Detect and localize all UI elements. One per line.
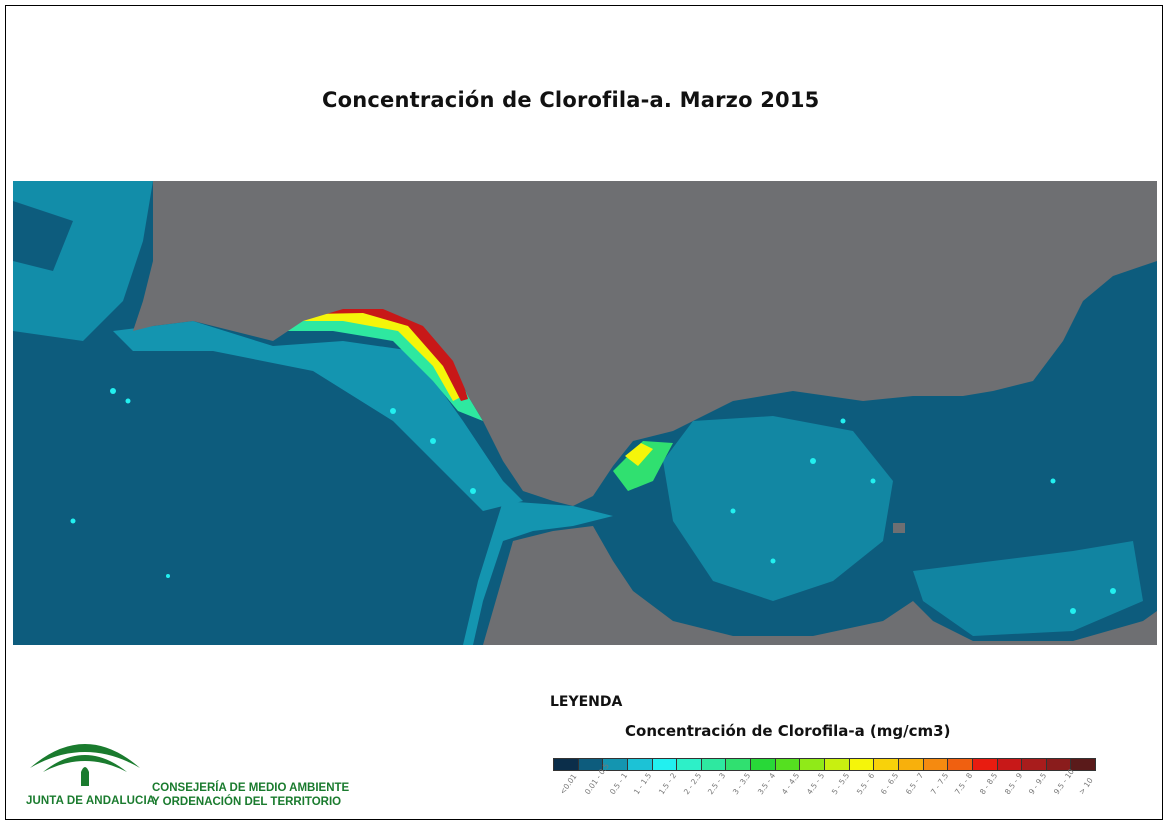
legend-swatch — [800, 759, 826, 770]
legend-swatch — [751, 759, 776, 770]
logo-dept-line2: Y ORDENACIÓN DEL TERRITORIO — [152, 796, 342, 808]
page-frame — [5, 5, 1163, 820]
legend-class-label: 4.5 - 5 — [805, 771, 827, 797]
legend-class-label: 8.5 - 9 — [1002, 771, 1024, 797]
legend-class-label: 2.5 - 3 — [706, 771, 728, 797]
shelf-southeast — [913, 541, 1143, 636]
legend-class-label: 1.5 - 2 — [657, 771, 679, 797]
legend-class-label: 6.5 - 7 — [903, 771, 926, 797]
land-iberia — [133, 181, 1157, 506]
legend-swatch — [1071, 759, 1096, 770]
legend-class-label: 3 - 3.5 — [731, 771, 753, 797]
alboran-gyre — [663, 416, 893, 601]
strait-channel — [463, 501, 613, 645]
legend-class-label: 7 - 7.5 — [928, 771, 950, 797]
legend-class-label: 4 - 4.5 — [780, 771, 802, 797]
legend-class-label: <0.01 — [558, 772, 579, 797]
logo-org-name: JUNTA DE ANDALUCIA — [26, 795, 156, 807]
legend-swatch — [775, 759, 801, 770]
map-title: Concentración de Clorofila-a. Marzo 2015 — [322, 88, 820, 112]
legend-class-label: 6 - 6.5 — [879, 771, 901, 797]
deep-patch — [13, 201, 73, 271]
legend-swatch — [1046, 759, 1072, 770]
legend-swatch — [677, 759, 702, 770]
legend-class-label: 7.5 - 8 — [953, 771, 975, 797]
logo-arc-outer — [30, 744, 140, 768]
legend-swatch — [578, 759, 604, 770]
legend-subtitle: Concentración de Clorofila-a (mg/cm3) — [625, 722, 951, 740]
legend-swatch — [701, 759, 727, 770]
legend-swatch — [554, 759, 579, 770]
land-islet — [893, 523, 905, 533]
legend-class-label: 5.5 - 6 — [854, 771, 876, 797]
legend-swatch — [898, 759, 924, 770]
legend-swatch — [972, 759, 998, 770]
legend-swatch — [1022, 759, 1047, 770]
coastal-high-east — [625, 443, 653, 466]
legend-class-label: 8 - 8.5 — [977, 771, 1000, 797]
legend-class-label: > 10 — [1076, 776, 1095, 797]
legend-class-label: 2 - 2.5 — [681, 771, 703, 797]
junta-andalucia-logo — [30, 744, 140, 786]
logo-dept-line1: CONSEJERÍA DE MEDIO AMBIENTE — [152, 782, 350, 794]
legend-class-label: 9 - 9.5 — [1027, 771, 1049, 797]
legend-swatch — [948, 759, 973, 770]
legend-swatch — [603, 759, 628, 770]
legend-swatch — [825, 759, 850, 770]
legend-swatch — [997, 759, 1023, 770]
legend-class-label: 0.5 - 1 — [607, 771, 629, 797]
legend-swatch — [652, 759, 678, 770]
legend-swatch — [627, 759, 653, 770]
legend-color-bar — [553, 758, 1096, 771]
logo-arc-inner — [43, 755, 127, 772]
legend-swatch — [726, 759, 752, 770]
legend-class-label: 3.5 - 4 — [755, 771, 777, 797]
legend-swatch — [849, 759, 875, 770]
chlorophyll-map — [13, 181, 1157, 645]
bloom-spots — [70, 388, 1116, 614]
legend-class-label: 1 - 1.5 — [632, 771, 654, 797]
coastal-bloom-east — [613, 441, 673, 491]
land-africa — [483, 526, 1157, 645]
logo-column — [81, 767, 89, 786]
legend-swatch — [874, 759, 899, 770]
legend-swatch — [923, 759, 949, 770]
legend-heading: LEYENDA — [550, 694, 623, 710]
legend-class-label: 5 - 5.5 — [829, 771, 852, 797]
